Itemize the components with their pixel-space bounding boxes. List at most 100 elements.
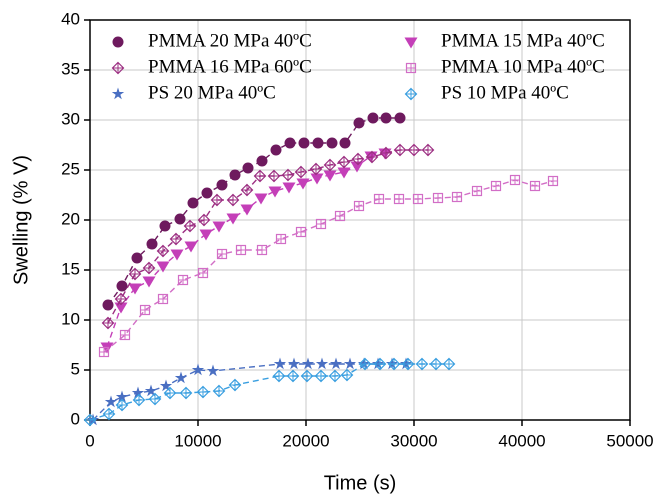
marker-shape <box>115 390 129 403</box>
data-point <box>101 316 115 330</box>
marker-shape <box>229 379 241 391</box>
marker-shape <box>329 357 343 370</box>
marker-shape <box>430 358 442 370</box>
marker-shape <box>323 170 337 182</box>
marker-shape <box>174 371 188 384</box>
marker-shape <box>374 194 384 204</box>
marker-shape <box>240 204 254 216</box>
data-point <box>286 369 300 383</box>
marker-shape <box>326 137 338 149</box>
data-point <box>350 161 364 173</box>
data-point <box>132 393 146 407</box>
marker-shape <box>254 170 266 182</box>
marker-shape <box>491 181 501 191</box>
legend-label: PS 10 MPa 40ºC <box>441 82 569 103</box>
marker-shape <box>273 357 287 370</box>
legend-marker <box>111 87 125 100</box>
data-point <box>170 249 184 261</box>
y-tick-label: 30 <box>61 109 80 128</box>
marker-shape <box>149 393 161 405</box>
marker-shape <box>388 358 400 370</box>
marker-shape <box>287 357 301 370</box>
data-point <box>339 137 351 149</box>
marker-shape <box>433 193 443 203</box>
data-point <box>323 170 337 182</box>
marker-shape <box>339 137 351 149</box>
marker-shape <box>170 233 182 245</box>
marker-shape <box>102 299 114 311</box>
data-point <box>174 371 188 384</box>
data-point <box>144 384 158 397</box>
marker-shape <box>128 283 142 295</box>
data-point <box>490 180 502 192</box>
marker-shape <box>402 358 414 370</box>
data-point <box>387 357 401 371</box>
data-point <box>309 162 323 176</box>
marker-shape <box>273 370 285 382</box>
data-point <box>270 144 282 156</box>
legend-marker <box>111 61 125 75</box>
marker-shape <box>301 357 315 370</box>
marker-shape <box>443 358 455 370</box>
marker-shape <box>394 144 406 156</box>
data-point <box>83 413 97 427</box>
x-tick-label: 50000 <box>606 431 653 450</box>
data-point <box>337 167 351 179</box>
marker-shape <box>213 385 225 397</box>
data-point <box>267 169 281 183</box>
x-tick-label: 30000 <box>390 431 437 450</box>
marker-shape <box>350 161 364 173</box>
data-point <box>451 191 463 203</box>
marker-shape <box>211 194 223 206</box>
marker-shape <box>120 330 130 340</box>
data-point <box>157 293 169 305</box>
marker-shape <box>142 276 156 288</box>
data-point <box>163 386 177 400</box>
data-point <box>509 174 521 186</box>
data-point <box>102 299 114 311</box>
marker-shape <box>144 384 158 397</box>
marker-shape <box>112 62 124 74</box>
data-point <box>393 193 405 205</box>
data-point <box>529 180 541 192</box>
data-point <box>399 357 413 370</box>
marker-shape <box>276 234 286 244</box>
marker-shape <box>315 357 329 370</box>
data-point <box>351 152 365 166</box>
marker-shape <box>104 395 118 408</box>
marker-shape <box>404 37 418 49</box>
data-point <box>275 233 287 245</box>
x-axis-label: Time (s) <box>324 472 397 494</box>
data-point <box>380 112 392 124</box>
data-point <box>235 244 247 256</box>
y-tick-label: 35 <box>61 59 80 78</box>
marker-shape <box>159 220 171 232</box>
data-point <box>131 252 143 264</box>
data-point <box>315 357 329 370</box>
marker-shape <box>295 166 307 178</box>
marker-shape <box>227 194 239 206</box>
legend-label: PS 20 MPa 40ºC <box>148 82 276 103</box>
marker-shape <box>187 197 199 209</box>
y-tick-label: 25 <box>61 159 80 178</box>
marker-shape <box>226 213 240 225</box>
marker-shape <box>256 155 268 167</box>
data-point <box>296 178 310 190</box>
marker-shape <box>184 220 196 232</box>
marker-shape <box>452 192 462 202</box>
data-point <box>415 357 429 371</box>
marker-shape <box>197 386 209 398</box>
data-point <box>310 173 324 185</box>
marker-shape <box>131 252 143 264</box>
marker-shape <box>335 211 345 221</box>
data-point <box>268 186 282 198</box>
data-point <box>115 398 129 412</box>
y-axis-label: Swelling (% V) <box>10 155 32 285</box>
x-tick-label: 40000 <box>498 431 545 450</box>
marker-shape <box>103 408 115 420</box>
data-point <box>373 193 385 205</box>
legend-marker <box>404 87 418 101</box>
marker-shape <box>143 262 155 274</box>
data-point <box>210 193 224 207</box>
marker-shape <box>170 249 184 261</box>
